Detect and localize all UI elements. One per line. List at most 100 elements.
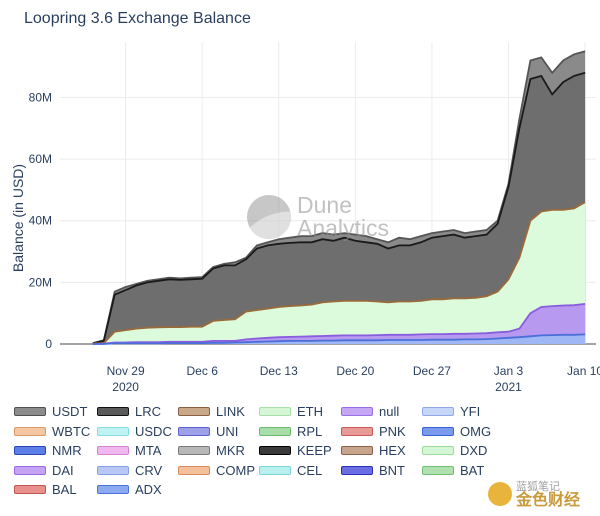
legend-item-dai[interactable]: DAI xyxy=(14,463,74,478)
legend-label: DXD xyxy=(460,443,488,458)
legend-label: DAI xyxy=(52,462,74,478)
legend-label: BAT xyxy=(460,462,485,478)
legend-label: MTA xyxy=(135,443,162,458)
legend-item-comp[interactable]: COMP xyxy=(178,463,255,478)
legend-item-bat[interactable]: BAT xyxy=(422,463,484,478)
legend-swatch xyxy=(178,426,210,436)
legend-label: RPL xyxy=(297,423,323,439)
source-watermark-line1: 蓝狐笔记 xyxy=(516,481,560,493)
legend-label: ADX xyxy=(135,482,162,497)
x-tick-label: Dec 6 xyxy=(187,364,219,378)
legend-item-pnk[interactable]: PNK xyxy=(341,424,406,439)
y-axis-ticks: 0 20M 40M 60M 80M xyxy=(29,90,53,351)
x-tick-year-label: 2020 xyxy=(112,380,139,394)
legend-item-adx[interactable]: ADX xyxy=(97,482,162,497)
x-tick-year-label: 2021 xyxy=(495,380,522,394)
legend-item-cel[interactable]: CEL xyxy=(259,463,322,478)
legend-item-omg[interactable]: OMG xyxy=(422,424,491,439)
legend-item-nmr[interactable]: NMR xyxy=(14,443,82,458)
legend-swatch xyxy=(14,465,46,475)
x-tick-label: Jan 10 xyxy=(567,364,600,378)
legend-swatch xyxy=(422,407,454,416)
legend-label: CRV xyxy=(135,462,163,478)
legend-item-dxd[interactable]: DXD xyxy=(422,443,487,458)
legend-swatch xyxy=(97,446,129,455)
legend-item-bnt[interactable]: BNT xyxy=(341,463,405,478)
x-tick-label: Jan 3 xyxy=(494,364,524,378)
legend-item-yfi[interactable]: YFI xyxy=(422,404,480,419)
legend-label: HEX xyxy=(379,443,406,458)
source-watermark: 蓝狐笔记 金色财经 xyxy=(488,480,580,509)
legend-swatch xyxy=(178,446,210,455)
series-line-omg xyxy=(92,333,586,345)
legend-item-lrc[interactable]: LRC xyxy=(97,404,161,419)
dune-analytics-watermark: Dune Analytics xyxy=(247,194,389,240)
legend-label: BAL xyxy=(52,482,77,497)
legend-label: LINK xyxy=(216,404,245,419)
series-line-lrc xyxy=(92,71,586,344)
legend-item-keep[interactable]: KEEP xyxy=(259,443,332,458)
series-areas xyxy=(92,50,586,345)
legend-swatch xyxy=(341,426,373,436)
y-tick-label: 60M xyxy=(29,152,52,166)
y-axis-label: Balance (in USD) xyxy=(10,164,26,272)
legend-label: WBTC xyxy=(52,423,91,439)
legend-swatch xyxy=(422,426,454,436)
y-tick-label: 0 xyxy=(45,337,52,351)
y-tick-label: 80M xyxy=(29,90,52,104)
legend-swatch xyxy=(259,446,291,455)
legend-item-uni[interactable]: UNI xyxy=(178,424,238,439)
legend-label: NMR xyxy=(52,443,82,458)
legend-swatch xyxy=(178,465,210,475)
legend-item-mkr[interactable]: MKR xyxy=(178,443,245,458)
legend-swatch xyxy=(14,485,46,494)
y-tick-label: 40M xyxy=(29,214,52,228)
x-axis-ticks: Nov 29 2020 Dec 6 Dec 13 Dec 20 Dec 27 Jan 3 20… xyxy=(107,364,600,394)
legend-label: ETH xyxy=(297,404,323,419)
legend-swatch xyxy=(14,446,46,455)
series-area-lrc xyxy=(92,72,586,345)
legend-swatch xyxy=(259,465,291,475)
legend-label: null xyxy=(379,404,400,419)
legend-label: PNK xyxy=(379,423,406,439)
legend-item-rpl[interactable]: RPL xyxy=(259,424,322,439)
legend-item-usdc[interactable]: USDC xyxy=(97,424,172,439)
legend-swatch xyxy=(97,485,129,494)
legend-label: YFI xyxy=(460,404,481,419)
series-area-eth xyxy=(92,202,586,344)
legend-label: MKR xyxy=(216,443,245,458)
legend-item-crv[interactable]: CRV xyxy=(97,463,162,478)
legend-swatch xyxy=(422,446,454,455)
legend-item-eth[interactable]: ETH xyxy=(259,404,323,419)
dune-watermark-line2: Analytics xyxy=(297,215,390,241)
legend-label: LRC xyxy=(135,404,162,419)
x-tick-label: Nov 29 xyxy=(107,364,145,378)
legend-item-link[interactable]: LINK xyxy=(178,404,245,419)
legend-swatch xyxy=(14,407,46,416)
legend-label: OMG xyxy=(460,423,492,439)
legend-label: CEL xyxy=(297,462,323,478)
x-tick-label: Dec 13 xyxy=(260,364,298,378)
legend-item-bal[interactable]: BAL xyxy=(14,482,77,497)
legend-swatch xyxy=(178,407,210,416)
legend-label: UNI xyxy=(216,423,239,439)
legend-item-hex[interactable]: HEX xyxy=(341,443,406,458)
legend-label: USDT xyxy=(52,404,88,419)
legend-item-usdt[interactable]: USDT xyxy=(14,404,87,419)
legend-item-null[interactable]: null xyxy=(341,404,399,419)
jinse-logo-icon xyxy=(488,482,512,506)
series-line-eth xyxy=(92,201,586,345)
x-tick-label: Dec 27 xyxy=(413,364,451,378)
legend-swatch xyxy=(259,426,291,436)
legend-label: KEEP xyxy=(297,443,332,458)
legend-item-mta[interactable]: MTA xyxy=(97,443,161,458)
legend-swatch xyxy=(341,465,373,475)
legend-swatch xyxy=(422,465,454,475)
legend-item-wbtc[interactable]: WBTC xyxy=(14,424,90,439)
legend-swatch xyxy=(14,426,46,436)
x-tick-label: Dec 20 xyxy=(336,364,374,378)
legend-swatch xyxy=(341,446,373,455)
legend-swatch xyxy=(97,407,129,416)
legend-label: BNT xyxy=(379,462,405,478)
series-area-omg xyxy=(92,334,586,344)
